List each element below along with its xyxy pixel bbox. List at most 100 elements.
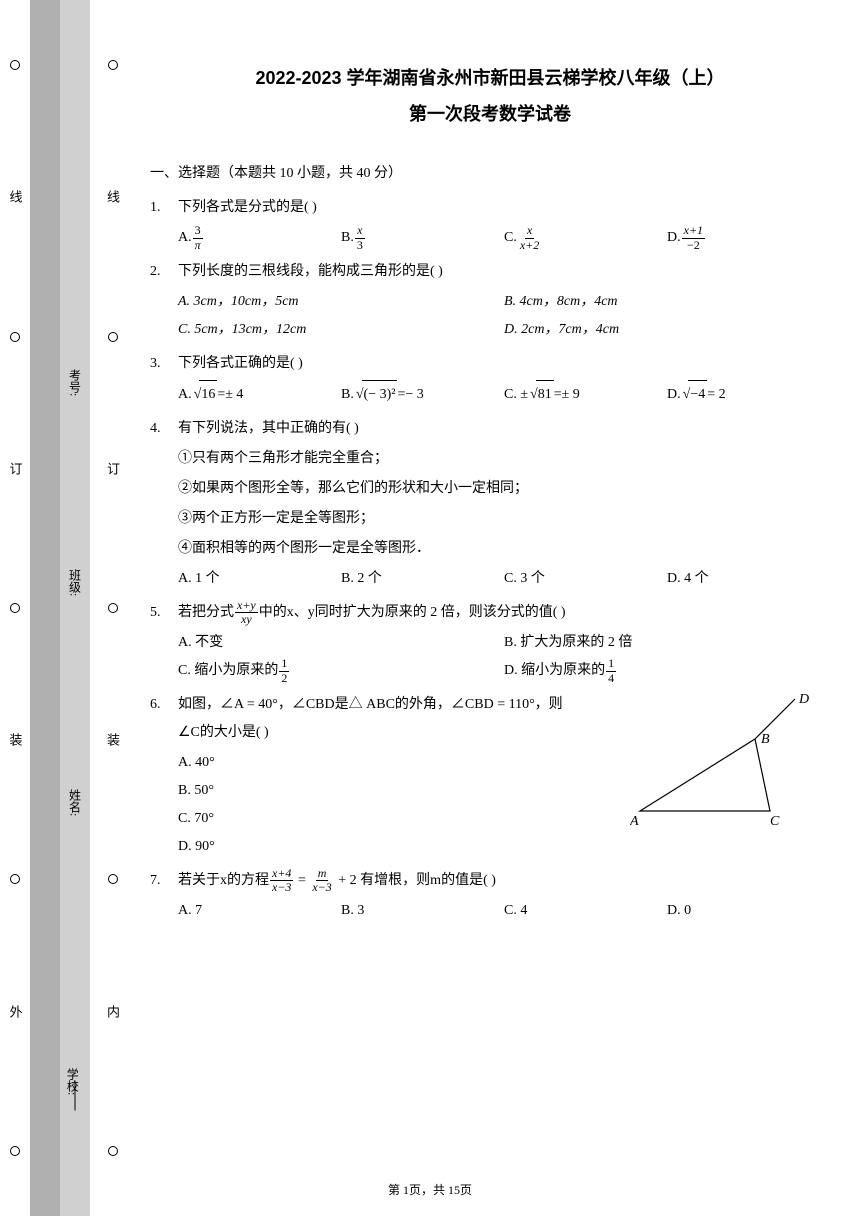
sqrt-body: 16 [199, 380, 217, 409]
svg-text:C: C [770, 814, 780, 829]
question-6: 6. 如图，∠A = 40°，∠CBD是△ ABC的外角，∠CBD = 110°… [150, 691, 830, 861]
svg-text:D: D [798, 692, 809, 707]
option-b: B. 2 个 [341, 565, 504, 593]
text-post: + 2 有增根，则m的值是( ) [335, 873, 496, 888]
frac-den: xy [239, 613, 254, 626]
text-mid: = [294, 873, 309, 888]
sqrt: −4 [681, 380, 708, 409]
binding-char: 内 [103, 1005, 122, 1026]
option-a: A. 3cm，10cm，5cm [178, 288, 504, 316]
label-text: 班级: [68, 569, 82, 596]
question-number: 7. [150, 867, 178, 925]
opt-pre: C. 缩小为原来的 [178, 657, 278, 685]
question-number: 5. [150, 599, 178, 685]
binding-inner-col: 线 订 装 内 [90, 0, 135, 1216]
question-number: 4. [150, 415, 178, 593]
fraction: x+4x−3 [270, 867, 293, 894]
binding-label: 班级: [67, 569, 84, 596]
opt-post: =± 4 [217, 381, 243, 409]
option-d: D. x+1−2 [667, 224, 830, 252]
opt-pre: A. [178, 381, 192, 409]
frac-num: 1 [279, 657, 289, 671]
opt-label: A. [178, 224, 192, 252]
binding-circle [108, 603, 118, 613]
options: A. 3π B. x3 C. xx+2 D. x+1−2 [178, 224, 830, 252]
option-b: B. (− 3)² =− 3 [341, 380, 504, 409]
option-c: C. 4 [504, 897, 667, 925]
options: A. 40° B. 50° C. 70° D. 90° [178, 749, 569, 861]
frac-den: x+2 [518, 239, 541, 252]
frac-den: x−3 [270, 881, 293, 894]
opt-label: D. [667, 224, 681, 252]
frac-den: 3 [355, 239, 365, 252]
binding-gray-col [30, 0, 60, 1216]
opt-post: = 2 [707, 381, 725, 409]
question-body: 若把分式x+yxy 中的x、y同时扩大为原来的 2 倍，则该分式的值( ) A. … [178, 599, 830, 685]
option-a: A. 40° [178, 749, 569, 777]
options: A. 7 B. 3 C. 4 D. 0 [178, 897, 830, 925]
option-b: B. 50° [178, 777, 569, 805]
frac-den: 2 [279, 672, 289, 685]
option-d: D. 4 个 [667, 565, 830, 593]
options: A. 16 =± 4 B. (− 3)² =− 3 C. ± 81 =± 9 D… [178, 380, 830, 409]
option-a: A. 不变 [178, 629, 504, 657]
question-4: 4. 有下列说法，其中正确的有( ) ①只有两个三角形才能完全重合； ②如果两个… [150, 415, 830, 593]
question-text-line2: ∠C的大小是( ) [178, 719, 569, 747]
binding-gray-col2: 学校: 姓名: 班级: 考号: [60, 0, 90, 1216]
binding-label: 学校: [60, 1068, 90, 1096]
fraction: 14 [606, 657, 616, 684]
binding-circle [10, 874, 20, 884]
frac-den: 4 [606, 672, 616, 685]
question-body: 下列长度的三根线段，能构成三角形的是( ) A. 3cm，10cm，5cm B.… [178, 258, 830, 344]
opt-pre: D. 缩小为原来的 [504, 657, 605, 685]
sqrt-body: (− 3)² [362, 380, 398, 409]
opt-post: =± 9 [554, 381, 580, 409]
question-text: 下列各式正确的是( ) [178, 350, 830, 378]
frac-num: 1 [606, 657, 616, 671]
frac-den: −2 [685, 239, 702, 252]
fraction: 12 [279, 657, 289, 684]
binding-circle [108, 874, 118, 884]
binding-char: 外 [6, 1005, 25, 1026]
triangle-figure: ABCD [630, 691, 810, 831]
binding-circle [108, 1146, 118, 1156]
option-b: B. x3 [341, 224, 504, 252]
binding-char: 线 [6, 190, 25, 211]
frac-den: x−3 [310, 881, 333, 894]
options: A. 1 个 B. 2 个 C. 3 个 D. 4 个 [178, 565, 830, 593]
option-d: D. 2cm，7cm，4cm [504, 316, 830, 344]
page-footer: 第 1页，共 15页 [0, 1181, 860, 1198]
label-text: 学校: [65, 1068, 79, 1095]
sqrt: (− 3)² [354, 380, 398, 409]
option-d: D. 90° [178, 833, 569, 861]
svg-text:B: B [761, 732, 770, 747]
option-d: D. 0 [667, 897, 830, 925]
option-b: B. 扩大为原来的 2 倍 [504, 629, 830, 657]
text-pre: 若关于x的方程 [178, 873, 269, 888]
option-a: A. 16 =± 4 [178, 380, 341, 409]
text-post: 中的x、y同时扩大为原来的 2 倍，则该分式的值( ) [259, 605, 566, 620]
text-pre: 若把分式 [178, 605, 234, 620]
opt-pre: C. ± [504, 381, 528, 409]
options: A. 不变 B. 扩大为原来的 2 倍 C. 缩小为原来的12 D. 缩小为原来… [178, 629, 830, 685]
opt-post: =− 3 [397, 381, 423, 409]
option-c: C. 5cm，13cm，12cm [178, 316, 504, 344]
question-body: 若关于x的方程x+4x−3 = mx−3 + 2 有增根，则m的值是( ) A.… [178, 867, 830, 925]
page-content: 2022-2023 学年湖南省永州市新田县云梯学校八年级（上） 第一次段考数学试… [150, 60, 830, 1176]
fill-line [75, 1081, 76, 1111]
frac-num: x [525, 224, 534, 238]
option-c: C. xx+2 [504, 224, 667, 252]
option-a: A. 7 [178, 897, 341, 925]
binding-char: 线 [103, 190, 122, 211]
sqrt: 16 [192, 380, 218, 409]
frac-num: x+y [235, 599, 258, 613]
option-b: B. 3 [341, 897, 504, 925]
opt-pre: B. [341, 381, 354, 409]
statement-4: ④面积相等的两个图形一定是全等图形． [178, 535, 830, 563]
option-c: C. 3 个 [504, 565, 667, 593]
exam-title-line2: 第一次段考数学试卷 [150, 96, 830, 132]
statement-2: ②如果两个图形全等，那么它们的形状和大小一定相同； [178, 475, 830, 503]
question-number: 1. [150, 194, 178, 252]
question-text: 若关于x的方程x+4x−3 = mx−3 + 2 有增根，则m的值是( ) [178, 867, 830, 895]
frac-num: x [355, 224, 364, 238]
